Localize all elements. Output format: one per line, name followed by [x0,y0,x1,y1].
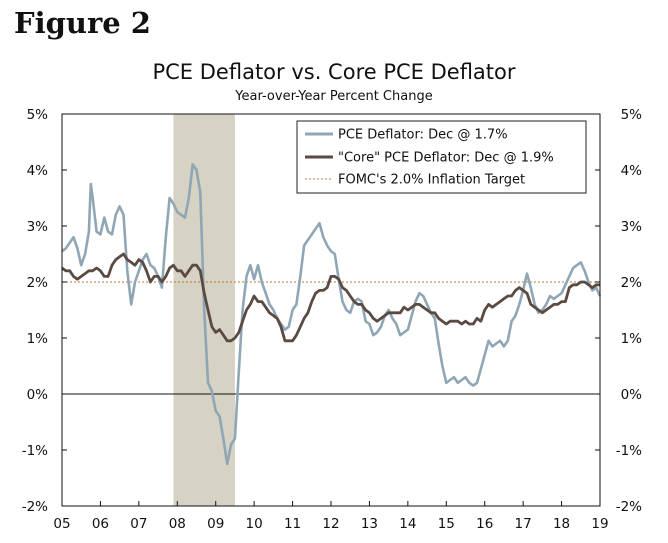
y-tick-label-left: -2% [22,499,48,515]
series-line-core [61,252,600,343]
y-tick-label-left: -1% [22,443,48,459]
x-tick-label: 17 [515,516,532,532]
legend-label-core: "Core" PCE Deflator: Dec @ 1.9% [338,151,554,166]
x-tick-label: 11 [284,516,301,532]
x-tick-label: 19 [591,516,608,532]
x-axis: 05 06 07 08 09 10 11 12 13 14 15 16 17 18 19 [53,501,609,532]
x-tick-label: 06 [92,516,109,532]
y-axis-left: 5% 4% 3% 2% 1% 0% -1% -2% [22,107,67,515]
y-tick-label-right: -2% [616,499,642,515]
y-tick-label-left: 5% [27,107,49,123]
x-tick-label: 14 [399,516,416,532]
y-tick-label-right: 4% [621,163,643,179]
x-tick-label: 18 [553,516,570,532]
x-tick-label: 13 [361,516,378,532]
y-tick-label-right: 3% [621,219,643,235]
y-tick-label-right: 5% [621,107,643,123]
series-layer [61,163,602,466]
legend-label-target: FOMC's 2.0% Inflation Target [338,173,525,188]
chart-title: PCE Deflator vs. Core PCE Deflator [152,60,516,84]
legend-box [296,120,587,194]
series-line-pce [61,163,602,466]
x-tick-label: 16 [476,516,493,532]
chart-subtitle: Year-over-Year Percent Change [235,89,433,104]
y-tick-label-left: 0% [27,387,49,403]
legend-label-pce: PCE Deflator: Dec @ 1.7% [338,128,508,143]
y-tick-label-left: 3% [27,219,49,235]
x-tick-label: 05 [53,516,70,532]
x-tick-label: 08 [169,516,186,532]
y-tick-label-left: 4% [27,163,49,179]
y-tick-label-right: 2% [621,275,643,291]
x-tick-label: 12 [322,516,339,532]
y-tick-label-right: 1% [621,331,643,347]
x-tick-label: 09 [207,516,224,532]
x-tick-label: 10 [246,516,263,532]
y-tick-label-right: 0% [621,387,643,403]
y-tick-label-right: -1% [616,443,642,459]
y-axis-right: 5% 4% 3% 2% 1% 0% -1% -2% [595,107,642,515]
y-tick-label-left: 2% [27,275,49,291]
legend: PCE Deflator: Dec @ 1.7% "Core" PCE Defl… [296,120,587,194]
y-tick-label-left: 1% [27,331,49,347]
x-tick-label: 15 [438,516,455,532]
x-tick-label: 07 [130,516,147,532]
figure-label: Figure 2 [14,6,151,40]
